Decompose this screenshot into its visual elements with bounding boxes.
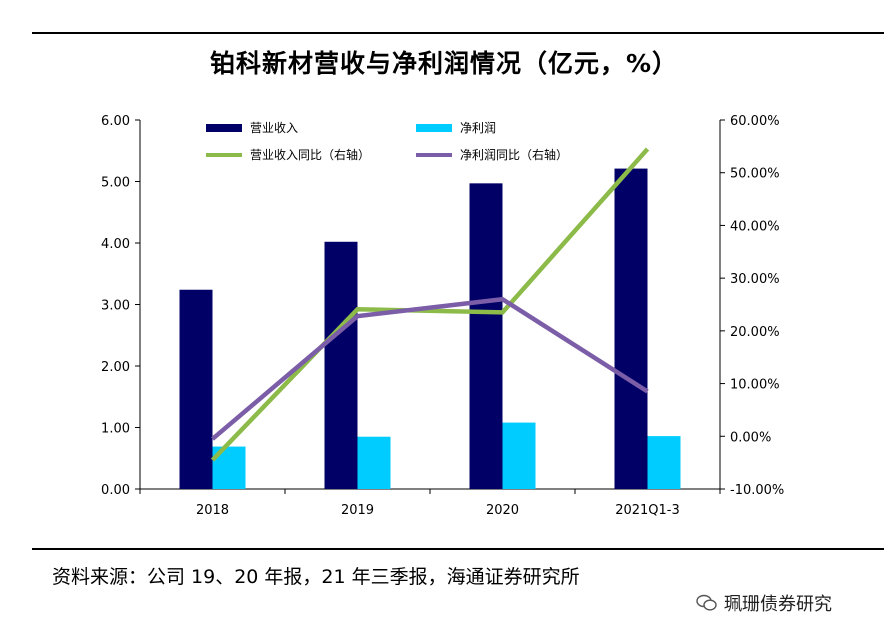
bar-net-profit [357,436,391,489]
legend-label: 净利润 [460,121,496,135]
right-tick-label: 40.00% [730,219,780,234]
right-tick-label: -10.00% [730,483,784,498]
legend-swatch [206,124,242,132]
bar-revenue [179,289,213,489]
left-tick-label: 6.00 [101,114,130,129]
legend-label: 营业收入同比（右轴） [250,147,370,162]
left-tick-label: 3.00 [101,299,130,314]
bar-revenue [324,241,358,489]
left-tick-label: 5.00 [101,176,130,191]
x-tick-label: 2021Q1-3 [615,503,680,518]
bottom-rule [32,548,884,550]
watermark-text: 珮珊债券研究 [724,594,832,615]
legend-swatch [416,124,452,132]
legend-label: 净利润同比（右轴） [460,147,568,162]
right-tick-label: 0.00% [730,430,771,445]
left-tick-label: 1.00 [101,422,130,437]
right-tick-label: 10.00% [730,378,780,393]
bar-net-profit [502,422,536,489]
chart-title: 铂科新材营收与净利润情况（亿元，%） [209,49,679,78]
right-tick-label: 50.00% [730,167,780,182]
source-note: 资料来源：公司 19、20 年报，21 年三季报，海通证券研究所 [52,566,580,588]
x-tick-label: 2018 [196,503,229,518]
top-rule [32,32,884,34]
wechat-icon [696,594,717,611]
bar-revenue [614,168,648,489]
x-tick-label: 2020 [486,503,519,518]
left-tick-label: 4.00 [101,237,130,252]
right-tick-label: 60.00% [730,114,780,129]
legend-label: 营业收入 [250,121,298,135]
line-revenue-yoy [210,147,650,462]
bar-net-profit [647,436,681,489]
left-tick-label: 2.00 [101,360,130,375]
left-tick-label: 0.00 [101,483,130,498]
right-tick-label: 30.00% [730,272,780,287]
line-net-profit-yoy [211,296,649,441]
bar-revenue [469,183,503,489]
x-tick-label: 2019 [341,503,374,518]
watermark: 珮珊债券研究 [696,590,832,616]
right-tick-label: 20.00% [730,325,780,340]
